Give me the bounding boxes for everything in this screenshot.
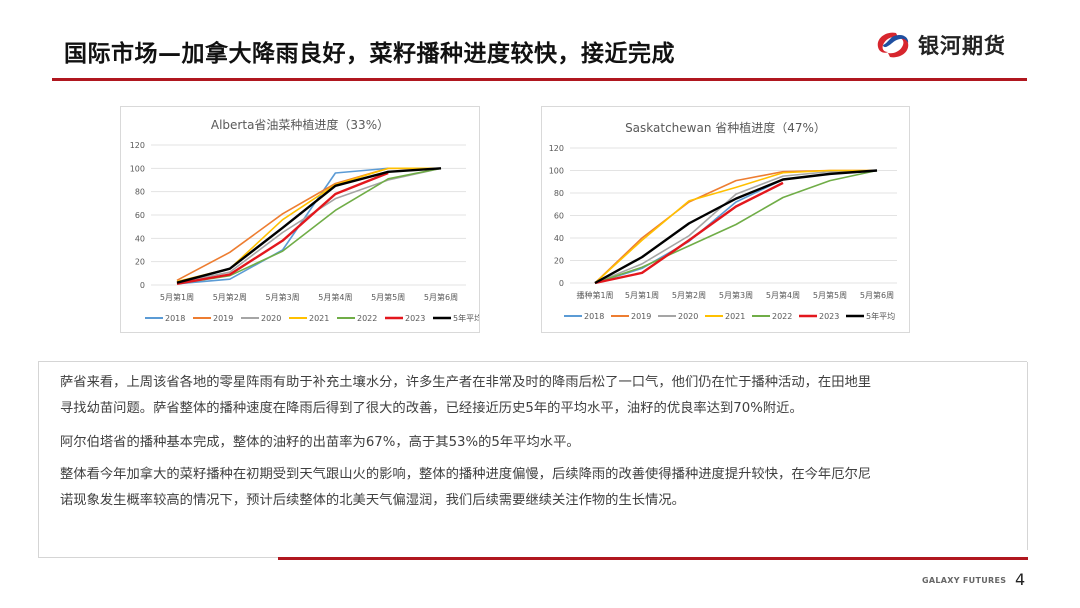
- legend-label: 2018: [584, 312, 604, 321]
- header-divider: [52, 78, 1027, 81]
- paragraph-line: 寻找幼苗问题。萨省整体的播种速度在降雨后得到了很大的改善，已经接近历史5年的平均…: [60, 401, 803, 416]
- alberta-chart-plot: Alberta省油菜种植进度（33%） 0 20 40 60 80 100 120 5月第1周 5…: [130, 117, 479, 323]
- series-line-2022: [594, 169, 878, 284]
- company-logo: 银河期货: [874, 30, 1006, 60]
- paragraph-summary: 整体看今年加拿大的菜籽播种在初期受到天气跟山火的影响，整体的播种进度偏慢，后续降…: [60, 462, 871, 514]
- paragraph-alberta: 阿尔伯塔省的播种基本完成，整体的油籽的出苗率为67%，高于其53%的5年平均水平…: [60, 430, 580, 456]
- page-number: 4: [1015, 570, 1026, 589]
- series-line-2019: [176, 167, 441, 282]
- x-tick-label: 5月第4周: [318, 292, 352, 302]
- series-line-2020: [176, 167, 442, 284]
- legend-label: 2020: [261, 314, 281, 323]
- legend-label: 2022: [772, 312, 792, 321]
- y-tick-label: 80: [554, 189, 564, 198]
- x-tick-label: 5月第2周: [213, 292, 247, 302]
- y-tick-label: 100: [130, 164, 145, 173]
- legend-label: 2022: [357, 314, 377, 323]
- y-tick-label: 40: [554, 234, 564, 243]
- legend-label: 2021: [725, 312, 745, 321]
- series-line-2021: [594, 169, 877, 284]
- paragraph-line: 整体看今年加拿大的菜籽播种在初期受到天气跟山火的影响，整体的播种进度偏慢，后续降…: [60, 467, 872, 482]
- x-tick-label: 5月第5周: [813, 290, 847, 300]
- x-tick-label: 5月第1周: [160, 292, 194, 302]
- x-tick-label: 播种第1周: [576, 290, 613, 300]
- y-tick-label: 100: [549, 167, 564, 176]
- y-tick-label: 60: [135, 211, 145, 220]
- series-line-2021: [176, 167, 441, 283]
- page-title: 国际市场—加拿大降雨良好，菜籽播种进度较快，接近完成: [64, 41, 675, 67]
- chart-title: Alberta省油菜种植进度（33%）: [211, 117, 389, 132]
- series-line-2018: [176, 167, 389, 285]
- y-tick-label: 20: [135, 258, 145, 267]
- x-tick-label: 5月第1周: [625, 290, 659, 300]
- saskatchewan-chart-plot: Saskatchewan 省种植进度（47%） 0 20 40 60 80 100 120 播种…: [549, 120, 897, 321]
- chart-title: Saskatchewan 省种植进度（47%）: [625, 120, 826, 135]
- y-tick-label: 40: [135, 234, 145, 243]
- y-tick-label: 80: [135, 188, 145, 197]
- legend-label: 5年平均: [866, 311, 895, 321]
- x-tick-label: 5月第6周: [860, 290, 894, 300]
- legend-label: 2019: [213, 314, 233, 323]
- saskatchewan-chart: Saskatchewan 省种植进度（47%） 0 20 40 60 80 100 120 播种…: [541, 106, 910, 333]
- legend-label: 2023: [819, 312, 839, 321]
- paragraph-line: 诺现象发生概率较高的情况下，预计后续整体的北美天气偏湿润，我们后续需要继续关注作…: [60, 493, 685, 508]
- legend-label: 2019: [631, 312, 651, 321]
- galaxy-logo-icon: [877, 32, 909, 58]
- legend-label: 2021: [309, 314, 329, 323]
- legend-label: 5年平均: [453, 313, 479, 323]
- legend-label: 2018: [165, 314, 185, 323]
- y-tick-label: 120: [549, 144, 564, 153]
- y-tick-label: 20: [554, 257, 564, 266]
- y-tick-label: 60: [554, 212, 564, 221]
- y-tick-label: 0: [140, 281, 145, 290]
- paragraph-saskatchewan: 萨省来看，上周该省各地的零星阵雨有助于补充土壤水分，许多生产者在非常及时的降雨后…: [60, 370, 871, 422]
- footer-divider: [278, 557, 1028, 560]
- logo-text: 银河期货: [918, 34, 1006, 58]
- series-line-2020: [594, 169, 878, 284]
- series-line-2023: [594, 181, 784, 285]
- x-tick-label: 5月第3周: [719, 290, 753, 300]
- x-tick-label: 5月第5周: [371, 292, 405, 302]
- commentary-box: 萨省来看，上周该省各地的零星阵雨有助于补充土壤水分，许多生产者在非常及时的降雨后…: [38, 361, 1028, 558]
- paragraph-line: 萨省来看，上周该省各地的零星阵雨有助于补充土壤水分，许多生产者在非常及时的降雨后…: [60, 375, 872, 390]
- x-tick-label: 5月第2周: [672, 290, 706, 300]
- paragraph-line: 阿尔伯塔省的播种基本完成，整体的油籽的出苗率为67%，高于其53%的5年平均水平…: [60, 435, 580, 450]
- series-line-5年平均: [594, 169, 878, 285]
- legend-label: 2020: [678, 312, 698, 321]
- x-tick-label: 5月第3周: [266, 292, 300, 302]
- series-line-5年平均: [176, 167, 442, 284]
- x-tick-label: 5月第4周: [766, 290, 800, 300]
- series-line-2023: [176, 171, 389, 286]
- y-tick-label: 120: [130, 141, 145, 150]
- alberta-chart: Alberta省油菜种植进度（33%） 0 20 40 60 80 100 120 5月第1周 5…: [120, 106, 480, 333]
- footer-brand: GALAXY FUTURES: [922, 576, 1007, 585]
- series-line-2022: [176, 167, 442, 285]
- y-tick-label: 0: [559, 279, 564, 288]
- x-tick-label: 5月第6周: [424, 292, 458, 302]
- legend-label: 2023: [405, 314, 425, 323]
